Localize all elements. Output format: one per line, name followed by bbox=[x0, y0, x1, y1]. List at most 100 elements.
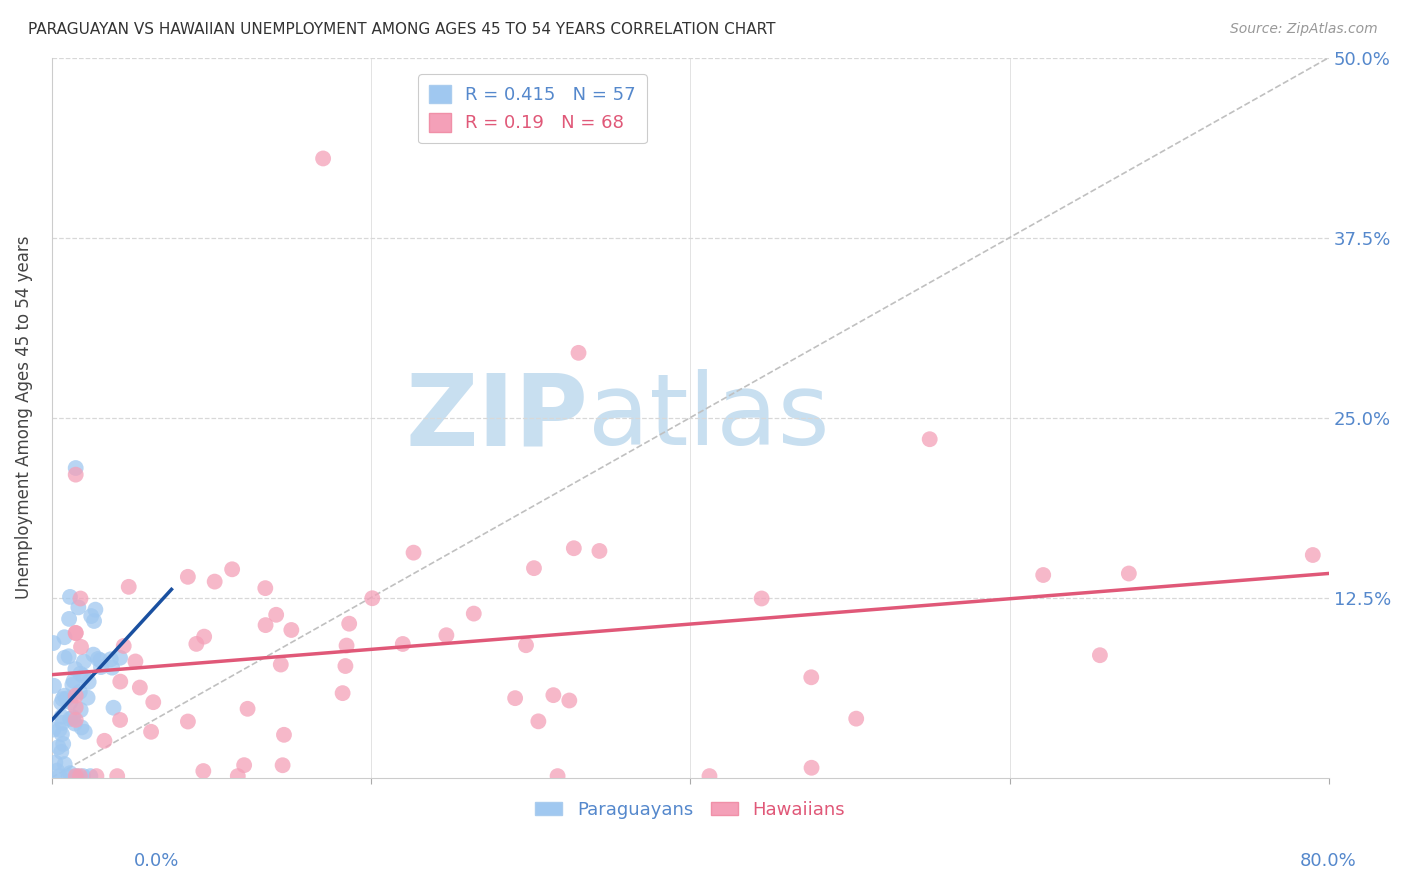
Point bbox=[139, 724, 162, 739]
Point bbox=[51, 696, 73, 710]
Point bbox=[69, 666, 91, 681]
Point bbox=[118, 580, 141, 594]
Point bbox=[101, 660, 124, 674]
Point bbox=[221, 562, 243, 576]
Point bbox=[58, 649, 80, 664]
Point bbox=[73, 724, 96, 739]
Point bbox=[270, 657, 292, 672]
Point bbox=[177, 570, 200, 584]
Point bbox=[70, 720, 93, 734]
Point bbox=[142, 695, 165, 709]
Point bbox=[332, 686, 354, 700]
Point bbox=[108, 650, 131, 665]
Point bbox=[59, 766, 82, 780]
Point bbox=[65, 713, 87, 727]
Point bbox=[87, 652, 110, 666]
Point bbox=[547, 769, 569, 783]
Point bbox=[562, 541, 585, 556]
Point bbox=[62, 710, 84, 724]
Point bbox=[69, 703, 91, 717]
Text: atlas: atlas bbox=[588, 369, 830, 467]
Text: 0.0%: 0.0% bbox=[134, 852, 179, 870]
Point bbox=[800, 761, 823, 775]
Point bbox=[65, 467, 87, 482]
Point bbox=[233, 758, 256, 772]
Point bbox=[66, 769, 89, 783]
Point bbox=[65, 461, 87, 475]
Point bbox=[1118, 566, 1140, 581]
Point bbox=[523, 561, 546, 575]
Text: PARAGUAYAN VS HAWAIIAN UNEMPLOYMENT AMONG AGES 45 TO 54 YEARS CORRELATION CHART: PARAGUAYAN VS HAWAIIAN UNEMPLOYMENT AMON… bbox=[28, 22, 776, 37]
Point bbox=[86, 769, 108, 783]
Point bbox=[42, 636, 65, 650]
Point bbox=[52, 692, 75, 706]
Point bbox=[60, 678, 83, 692]
Point bbox=[543, 688, 565, 702]
Point bbox=[264, 607, 287, 622]
Point bbox=[72, 769, 94, 783]
Point bbox=[918, 432, 941, 446]
Point bbox=[65, 769, 87, 783]
Point bbox=[65, 689, 87, 703]
Point bbox=[53, 689, 76, 703]
Point bbox=[204, 574, 226, 589]
Point bbox=[177, 714, 200, 729]
Point bbox=[55, 691, 77, 706]
Point bbox=[67, 600, 90, 615]
Point bbox=[402, 546, 425, 560]
Point bbox=[90, 660, 112, 674]
Point bbox=[76, 690, 98, 705]
Point bbox=[254, 618, 277, 632]
Point bbox=[434, 628, 457, 642]
Point bbox=[48, 723, 70, 737]
Point bbox=[59, 712, 82, 726]
Point bbox=[69, 769, 91, 783]
Point bbox=[42, 679, 65, 693]
Point bbox=[65, 626, 87, 640]
Point bbox=[72, 669, 94, 683]
Point bbox=[337, 616, 360, 631]
Point bbox=[1088, 648, 1111, 663]
Point bbox=[800, 670, 823, 684]
Point bbox=[79, 769, 101, 783]
Point bbox=[312, 152, 335, 166]
Point bbox=[699, 769, 721, 783]
Point bbox=[58, 769, 80, 783]
Point bbox=[42, 723, 65, 737]
Point bbox=[103, 700, 125, 714]
Point bbox=[53, 630, 76, 644]
Point bbox=[236, 702, 259, 716]
Point bbox=[65, 700, 87, 714]
Point bbox=[391, 637, 413, 651]
Point bbox=[48, 769, 70, 783]
Point bbox=[62, 673, 84, 688]
Point bbox=[193, 764, 215, 778]
Point bbox=[503, 691, 526, 706]
Text: ZIP: ZIP bbox=[405, 369, 588, 467]
Point bbox=[51, 709, 73, 723]
Point bbox=[58, 612, 80, 626]
Point bbox=[52, 737, 75, 751]
Point bbox=[51, 715, 73, 730]
Point bbox=[46, 764, 69, 778]
Point bbox=[527, 714, 550, 729]
Point bbox=[845, 712, 868, 726]
Point bbox=[63, 716, 86, 731]
Point bbox=[53, 757, 76, 772]
Point bbox=[51, 745, 73, 759]
Point bbox=[280, 623, 302, 637]
Point bbox=[59, 695, 82, 709]
Text: Source: ZipAtlas.com: Source: ZipAtlas.com bbox=[1230, 22, 1378, 37]
Point bbox=[110, 674, 132, 689]
Point bbox=[59, 590, 82, 604]
Point bbox=[515, 638, 537, 652]
Text: 80.0%: 80.0% bbox=[1301, 852, 1357, 870]
Y-axis label: Unemployment Among Ages 45 to 54 years: Unemployment Among Ages 45 to 54 years bbox=[15, 235, 32, 599]
Point bbox=[73, 655, 96, 669]
Point bbox=[89, 653, 111, 667]
Point bbox=[335, 659, 357, 673]
Point bbox=[1032, 568, 1054, 582]
Point bbox=[124, 655, 146, 669]
Point bbox=[77, 674, 100, 689]
Point bbox=[273, 728, 295, 742]
